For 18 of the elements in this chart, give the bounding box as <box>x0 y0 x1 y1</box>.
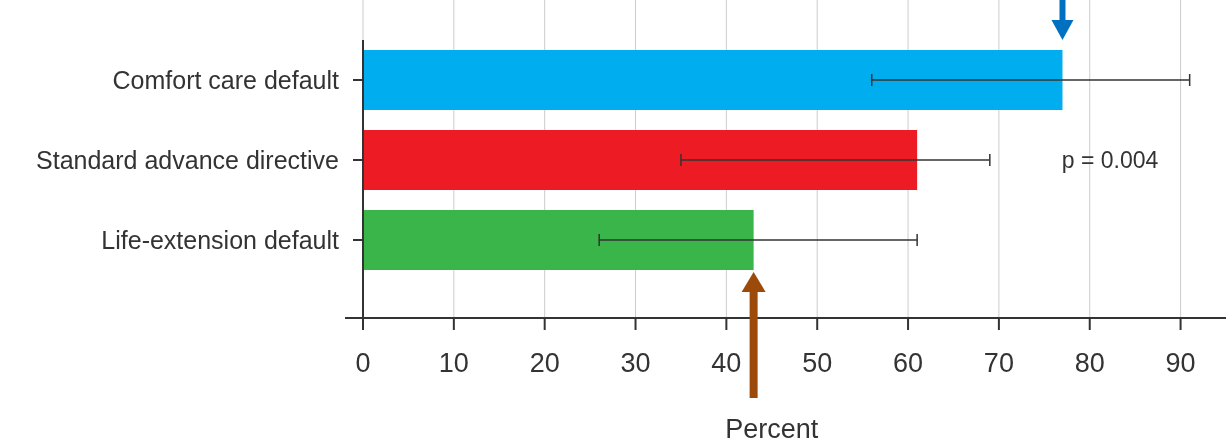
x-tick-label: 40 <box>711 348 742 378</box>
x-tick-label: 20 <box>529 348 560 378</box>
annotation: p = 0.004 <box>1061 147 1159 174</box>
x-tick-label: 90 <box>1165 348 1196 378</box>
y-tick-label: Life-extension default <box>101 225 340 254</box>
x-tick-label: 80 <box>1074 348 1105 378</box>
x-tick-label: 10 <box>438 348 469 378</box>
y-tick-label: Standard advance directive <box>36 145 339 174</box>
x-tick-label: 0 <box>355 348 371 378</box>
x-tick-label: 30 <box>620 348 651 378</box>
x-tick-label: 50 <box>802 348 833 378</box>
x-axis-title: Percent <box>725 414 819 444</box>
y-tick-label: Comfort care default <box>112 65 340 94</box>
bar <box>363 130 918 190</box>
x-tick-label: 60 <box>893 348 924 378</box>
x-tick-label: 70 <box>983 348 1014 378</box>
bar <box>363 50 1063 110</box>
bar <box>363 210 754 270</box>
